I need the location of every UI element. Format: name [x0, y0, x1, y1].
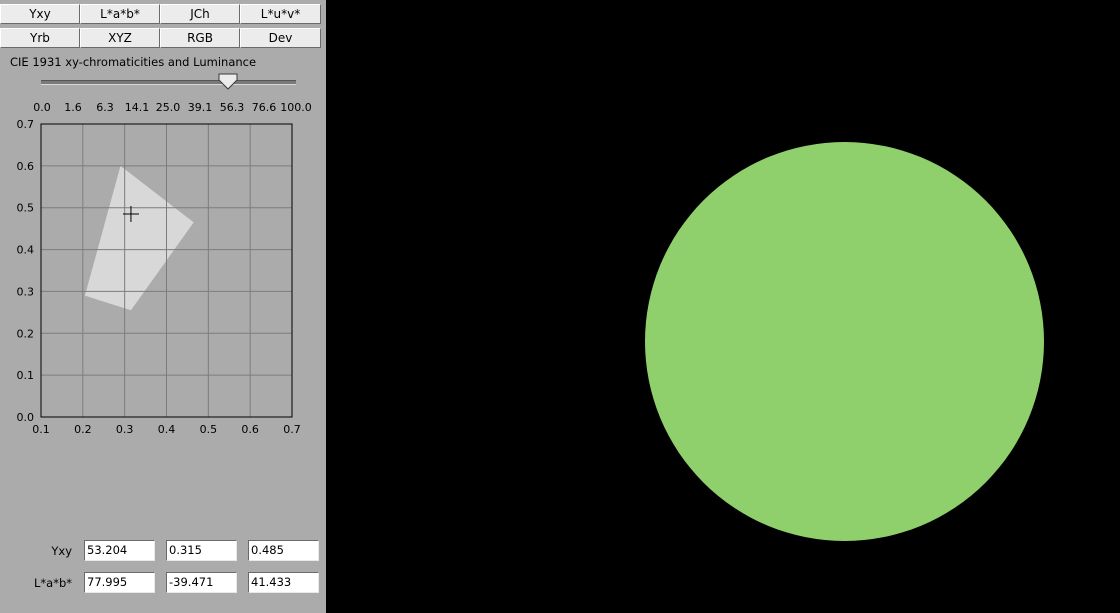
tab-luv[interactable]: L*u*v* — [240, 4, 321, 24]
tab-jch[interactable]: JCh — [160, 4, 240, 24]
lab-b-field[interactable]: 41.433 — [248, 572, 319, 593]
yxy-luminance-field[interactable]: 53.204 — [84, 540, 155, 561]
tab-yrb[interactable]: Yrb — [0, 28, 80, 48]
tab-yxy[interactable]: Yxy — [0, 4, 80, 24]
slider-tick-label: 6.3 — [96, 101, 114, 114]
y-tick-label: 0.2 — [17, 327, 35, 340]
slider-tick-label: 0.0 — [33, 101, 51, 114]
x-tick-label: 0.3 — [116, 423, 134, 436]
yxy-row-label: Yxy — [51, 544, 72, 558]
color-control-panel: Yxy L*a*b* JCh L*u*v* Yrb XYZ RGB Dev CI… — [0, 0, 326, 613]
y-tick-label: 0.6 — [17, 160, 35, 173]
y-tick-label: 0.5 — [17, 202, 35, 215]
lab-l-field[interactable]: 77.995 — [84, 572, 155, 593]
x-tick-label: 0.1 — [32, 423, 50, 436]
tab-rgb[interactable]: RGB — [160, 28, 240, 48]
slider-tick-label: 1.6 — [64, 101, 82, 114]
slider-tick-label: 25.0 — [155, 101, 181, 114]
x-tick-label: 0.2 — [74, 423, 92, 436]
y-tick-label: 0.7 — [17, 118, 35, 131]
color-swatch — [645, 142, 1044, 541]
y-tick-label: 0.1 — [17, 369, 35, 382]
slider-tick-label: 100.0 — [280, 101, 312, 114]
lab-a-field[interactable]: -39.471 — [166, 572, 237, 593]
tab-xyz[interactable]: XYZ — [80, 28, 160, 48]
luminance-slider-thumb[interactable] — [218, 73, 238, 90]
yxy-x-field[interactable]: 0.315 — [166, 540, 237, 561]
slider-tick-label: 14.1 — [124, 101, 150, 114]
luminance-slider-track[interactable] — [41, 80, 296, 85]
slider-tick-label: 76.6 — [251, 101, 277, 114]
x-tick-label: 0.6 — [241, 423, 259, 436]
xy-chromaticity-chart[interactable]: 0.1 0.2 0.3 0.4 0.5 0.6 0.70.00.10.20.30.40.50… — [0, 112, 326, 442]
y-tick-label: 0.4 — [17, 244, 35, 257]
tab-lab[interactable]: L*a*b* — [80, 4, 160, 24]
slider-tick-label: 39.1 — [187, 101, 213, 114]
x-tick-label: 0.7 — [283, 423, 301, 436]
x-tick-label: 0.5 — [200, 423, 218, 436]
yxy-y-field[interactable]: 0.485 — [248, 540, 319, 561]
gamut-region — [84, 165, 194, 311]
tab-dev[interactable]: Dev — [240, 28, 321, 48]
y-tick-label: 0.0 — [17, 411, 35, 424]
plot-frame — [40, 123, 293, 418]
slider-tick-label: 56.3 — [219, 101, 245, 114]
lab-row-label: L*a*b* — [33, 576, 72, 590]
y-tick-label: 0.3 — [17, 285, 35, 298]
x-tick-label: 0.4 — [158, 423, 176, 436]
panel-title: CIE 1931 xy-chromaticities and Luminance — [10, 55, 257, 69]
